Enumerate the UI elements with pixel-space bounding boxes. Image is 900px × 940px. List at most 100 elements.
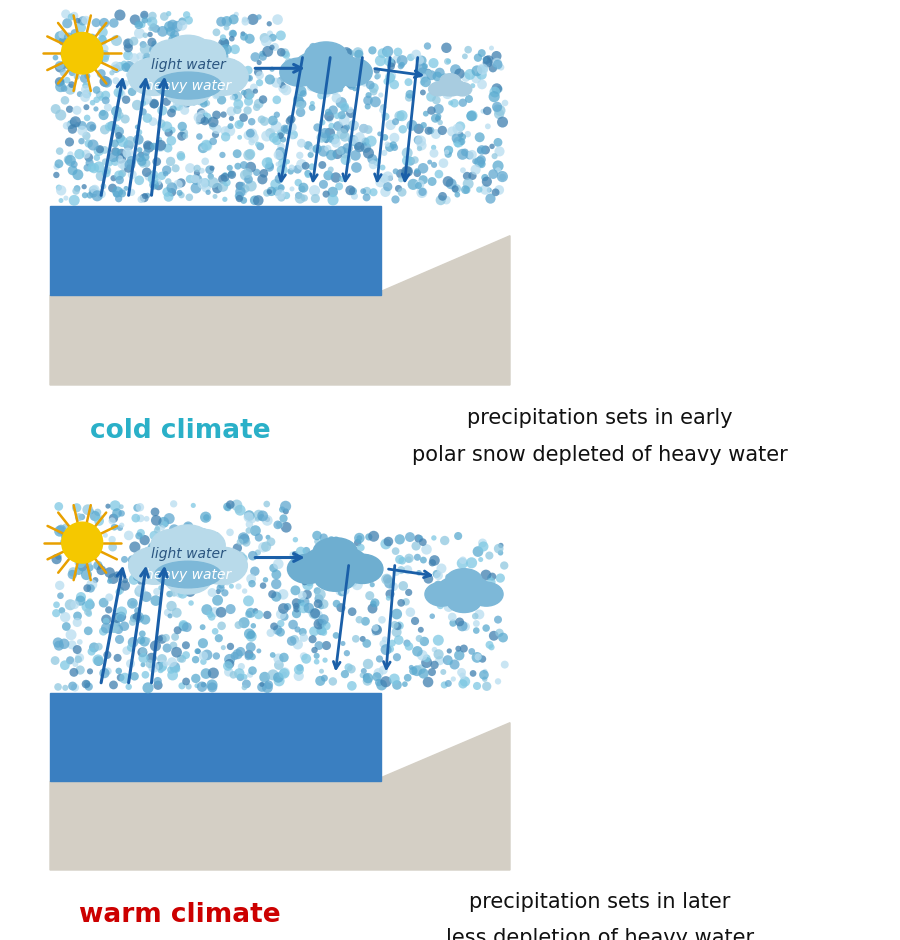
Ellipse shape [196,57,248,96]
Point [134,633,148,648]
Point [451,528,465,543]
Point [68,680,82,695]
Point [386,137,400,152]
Point [239,677,254,692]
Point [179,637,194,652]
Ellipse shape [148,539,228,585]
Point [105,532,120,547]
Point [478,182,492,197]
Point [200,603,214,618]
Point [127,611,141,626]
Point [430,69,445,84]
Point [218,123,232,138]
Point [74,556,88,571]
Point [71,13,86,28]
Point [97,666,112,681]
Point [148,505,162,520]
Point [432,166,446,181]
Point [356,121,371,136]
Point [440,86,454,102]
Point [395,53,410,68]
Point [164,24,178,39]
Point [403,529,418,544]
Point [265,39,279,55]
Point [411,531,426,546]
Point [329,52,344,67]
Point [417,118,431,133]
Point [209,88,223,103]
Point [464,108,479,123]
Point [356,57,370,72]
Point [53,59,68,74]
Point [437,533,452,548]
Point [240,102,255,118]
Point [99,612,113,627]
Point [313,616,328,631]
Point [159,163,174,178]
Point [435,561,449,576]
Point [100,75,114,90]
Point [270,107,284,122]
Point [230,647,245,662]
Point [366,528,381,543]
Point [130,570,144,585]
Point [428,127,443,142]
Point [433,115,447,130]
Point [288,546,302,561]
Point [93,53,107,68]
Point [130,17,145,32]
Point [110,506,124,521]
Point [251,545,266,560]
Point [218,192,232,207]
Point [400,635,414,650]
Point [289,606,303,621]
Point [168,161,183,176]
Point [308,605,322,620]
Point [490,100,504,115]
Point [175,188,189,203]
Point [67,665,81,680]
Point [337,113,351,128]
Point [382,534,396,549]
Point [96,624,111,639]
Point [237,158,251,173]
Point [124,153,139,168]
Point [223,602,238,617]
Point [58,519,73,534]
Point [396,122,410,137]
Circle shape [61,33,103,74]
Point [169,662,184,677]
Point [368,94,382,109]
Point [140,111,155,126]
Point [133,510,148,525]
Point [151,70,166,86]
Point [232,179,247,194]
Point [431,647,446,662]
Point [443,142,457,157]
Point [118,671,132,686]
Point [286,617,301,632]
Point [277,609,292,624]
Point [328,531,343,546]
Point [105,513,120,528]
Point [444,574,458,589]
Point [276,601,291,616]
Point [368,558,382,573]
Point [119,180,133,196]
Point [453,615,467,630]
Point [178,65,193,80]
Point [178,49,193,64]
Point [369,621,383,636]
Point [491,612,505,627]
Point [136,657,150,672]
Point [223,63,238,78]
Point [316,144,330,159]
Point [274,145,288,160]
Point [441,143,455,158]
Point [214,619,229,634]
Point [459,70,473,85]
Point [470,679,484,694]
Point [435,123,449,138]
Point [338,583,352,598]
Point [294,96,309,111]
